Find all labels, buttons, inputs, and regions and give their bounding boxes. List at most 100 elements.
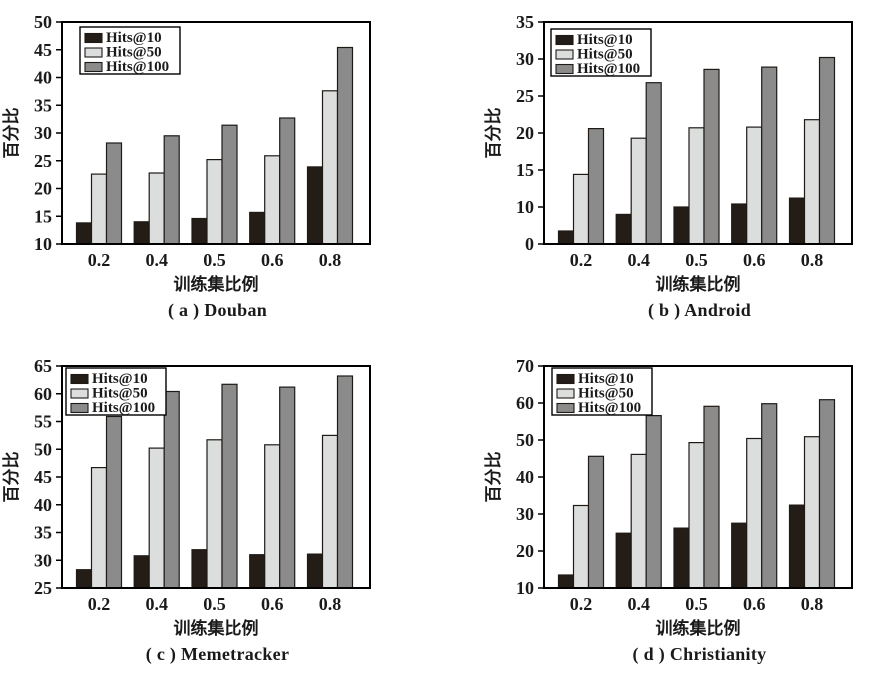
bar-Hits@100-0.8: [818, 56, 836, 245]
y-tick-label: 30: [34, 123, 52, 143]
y-tick-label: 10: [34, 234, 52, 254]
bar-Hits@50-0.2: [572, 173, 590, 245]
bar-Hits@50-0.4: [148, 447, 165, 589]
x-tick-label: 0.5: [203, 594, 226, 614]
bar-Hits@100-0.2: [105, 142, 123, 245]
bar-Hits@10-0.6: [731, 203, 748, 245]
bar-Hits@50-0.6: [264, 444, 281, 589]
bar-Hits@10-0.6: [249, 554, 266, 589]
x-tick-label: 0.5: [685, 594, 708, 614]
legend-label-Hits@100: Hits@100: [106, 59, 169, 75]
bar-Hits@10-0.4: [615, 532, 632, 589]
bar-Hits@100-0.6: [761, 403, 778, 589]
x-tick-label: 0.8: [801, 250, 824, 270]
x-axis-label: 训练集比例: [174, 618, 259, 638]
bar-Hits@50-0.8: [321, 434, 339, 589]
bar-Hits@10-0.4: [615, 213, 632, 245]
legend-label-Hits@50: Hits@50: [578, 386, 634, 402]
bar-Hits@100-0.8: [818, 399, 836, 589]
y-tick-label: 15: [516, 160, 534, 180]
y-tick-label: 35: [34, 523, 52, 543]
x-axis-label: 训练集比例: [174, 274, 259, 294]
bar-Hits@50-0.2: [90, 466, 108, 589]
bar-Hits@100-0.5: [221, 124, 238, 245]
legend-swatch-Hits@50: [70, 388, 89, 399]
legend-swatch-Hits@100: [84, 61, 103, 73]
y-tick-label: 60: [516, 393, 534, 413]
y-axis-label: 百分比: [483, 452, 503, 503]
bar-Hits@50-0.5: [206, 159, 223, 245]
bar-Hits@100-0.4: [645, 414, 662, 589]
bar-Hits@10-0.8: [788, 197, 806, 245]
legend-label-Hits@100: Hits@100: [578, 400, 641, 416]
y-tick-label: 25: [34, 578, 52, 598]
y-tick-label: 60: [34, 384, 52, 404]
chart-canvas-android: 0 10 15 20 25 30 35 0.2 0.4 0.5 0.6 0.8 训练集比例 百分比 Hits…: [483, 12, 853, 294]
bar-Hits@10-0.5: [191, 549, 208, 589]
bar-Hits@100-0.2: [105, 415, 123, 589]
y-tick-label: 10: [516, 578, 534, 598]
y-tick-label: 30: [34, 550, 52, 570]
bar-Hits@50-0.8: [321, 90, 339, 245]
x-axis-label: 训练集比例: [656, 274, 741, 294]
y-axis-label: 百分比: [1, 452, 21, 503]
y-tick-label: 35: [516, 12, 534, 32]
chart-panel-memetracker: 25 30 35 40 45 50 55 60 65 0.2 0.4 0.5 0.6 0.8 训练集比例 百分…: [0, 344, 436, 688]
bar-Hits@50-0.6: [746, 126, 763, 245]
bar-Hits@10-0.8: [306, 166, 324, 245]
bar-Hits@50-0.6: [264, 155, 281, 245]
bar-Hits@100-0.6: [279, 117, 296, 245]
chart-canvas-douban: 10 15 20 25 30 35 40 45 50 0.2 0.4 0.5 0.6 0.8 训练集比例 百分…: [1, 12, 371, 294]
legend-swatch-Hits@100: [556, 402, 575, 414]
y-tick-label: 0: [525, 234, 534, 254]
chart-panel-douban: 10 15 20 25 30 35 40 45 50 0.2 0.4 0.5 0.6 0.8 训练集比例 百分…: [0, 0, 436, 344]
bar-Hits@100-0.2: [587, 128, 605, 245]
legend-label-Hits@100: Hits@100: [92, 400, 155, 416]
legend-label-Hits@10: Hits@10: [578, 371, 634, 387]
x-tick-label: 0.6: [743, 594, 766, 614]
bar-Hits@50-0.4: [630, 453, 647, 589]
bar-Hits@50-0.4: [148, 172, 165, 245]
y-tick-label: 30: [516, 504, 534, 524]
y-tick-label: 20: [34, 179, 52, 199]
bar-Hits@10-0.5: [191, 217, 208, 245]
x-tick-label: 0.4: [627, 594, 650, 614]
bar-Hits@100-0.4: [163, 390, 180, 589]
bar-Hits@50-0.4: [630, 137, 647, 245]
y-tick-label: 45: [34, 40, 52, 60]
y-tick-label: 50: [34, 439, 52, 459]
bar-Hits@100-0.6: [279, 386, 296, 589]
bar-Hits@100-0.4: [645, 82, 662, 245]
legend-label-Hits@100: Hits@100: [577, 61, 640, 77]
y-tick-label: 45: [34, 467, 52, 487]
bar-Hits@100-0.6: [761, 66, 778, 245]
x-tick-label: 0.6: [743, 250, 766, 270]
bar-Hits@10-0.2: [557, 230, 575, 245]
bar-Hits@50-0.2: [90, 173, 108, 245]
x-tick-label: 0.2: [88, 250, 111, 270]
bar-Hits@50-0.5: [688, 441, 705, 589]
x-tick-label: 0.2: [570, 250, 593, 270]
y-tick-label: 25: [34, 151, 52, 171]
y-tick-label: 55: [34, 412, 52, 432]
bar-Hits@10-0.2: [557, 574, 575, 589]
y-axis-label: 百分比: [483, 108, 503, 159]
x-tick-label: 0.2: [570, 594, 593, 614]
bar-Hits@10-0.6: [249, 211, 266, 245]
legend-label-Hits@50: Hits@50: [106, 45, 162, 61]
x-tick-label: 0.8: [801, 594, 824, 614]
bar-Hits@10-0.8: [306, 553, 324, 589]
y-axis-label: 百分比: [1, 108, 21, 159]
legend-swatch-Hits@100: [555, 63, 574, 75]
legend-swatch-Hits@50: [84, 47, 103, 58]
bar-Hits@50-0.5: [688, 127, 705, 245]
y-tick-label: 50: [516, 430, 534, 450]
bar-Hits@100-0.8: [336, 375, 354, 589]
legend-swatch-Hits@50: [556, 388, 575, 399]
y-tick-label: 20: [516, 123, 534, 143]
legend-label-Hits@10: Hits@10: [577, 32, 633, 48]
x-tick-label: 0.8: [319, 594, 342, 614]
bar-Hits@100-0.5: [703, 405, 720, 589]
legend-swatch-Hits@10: [555, 34, 574, 46]
